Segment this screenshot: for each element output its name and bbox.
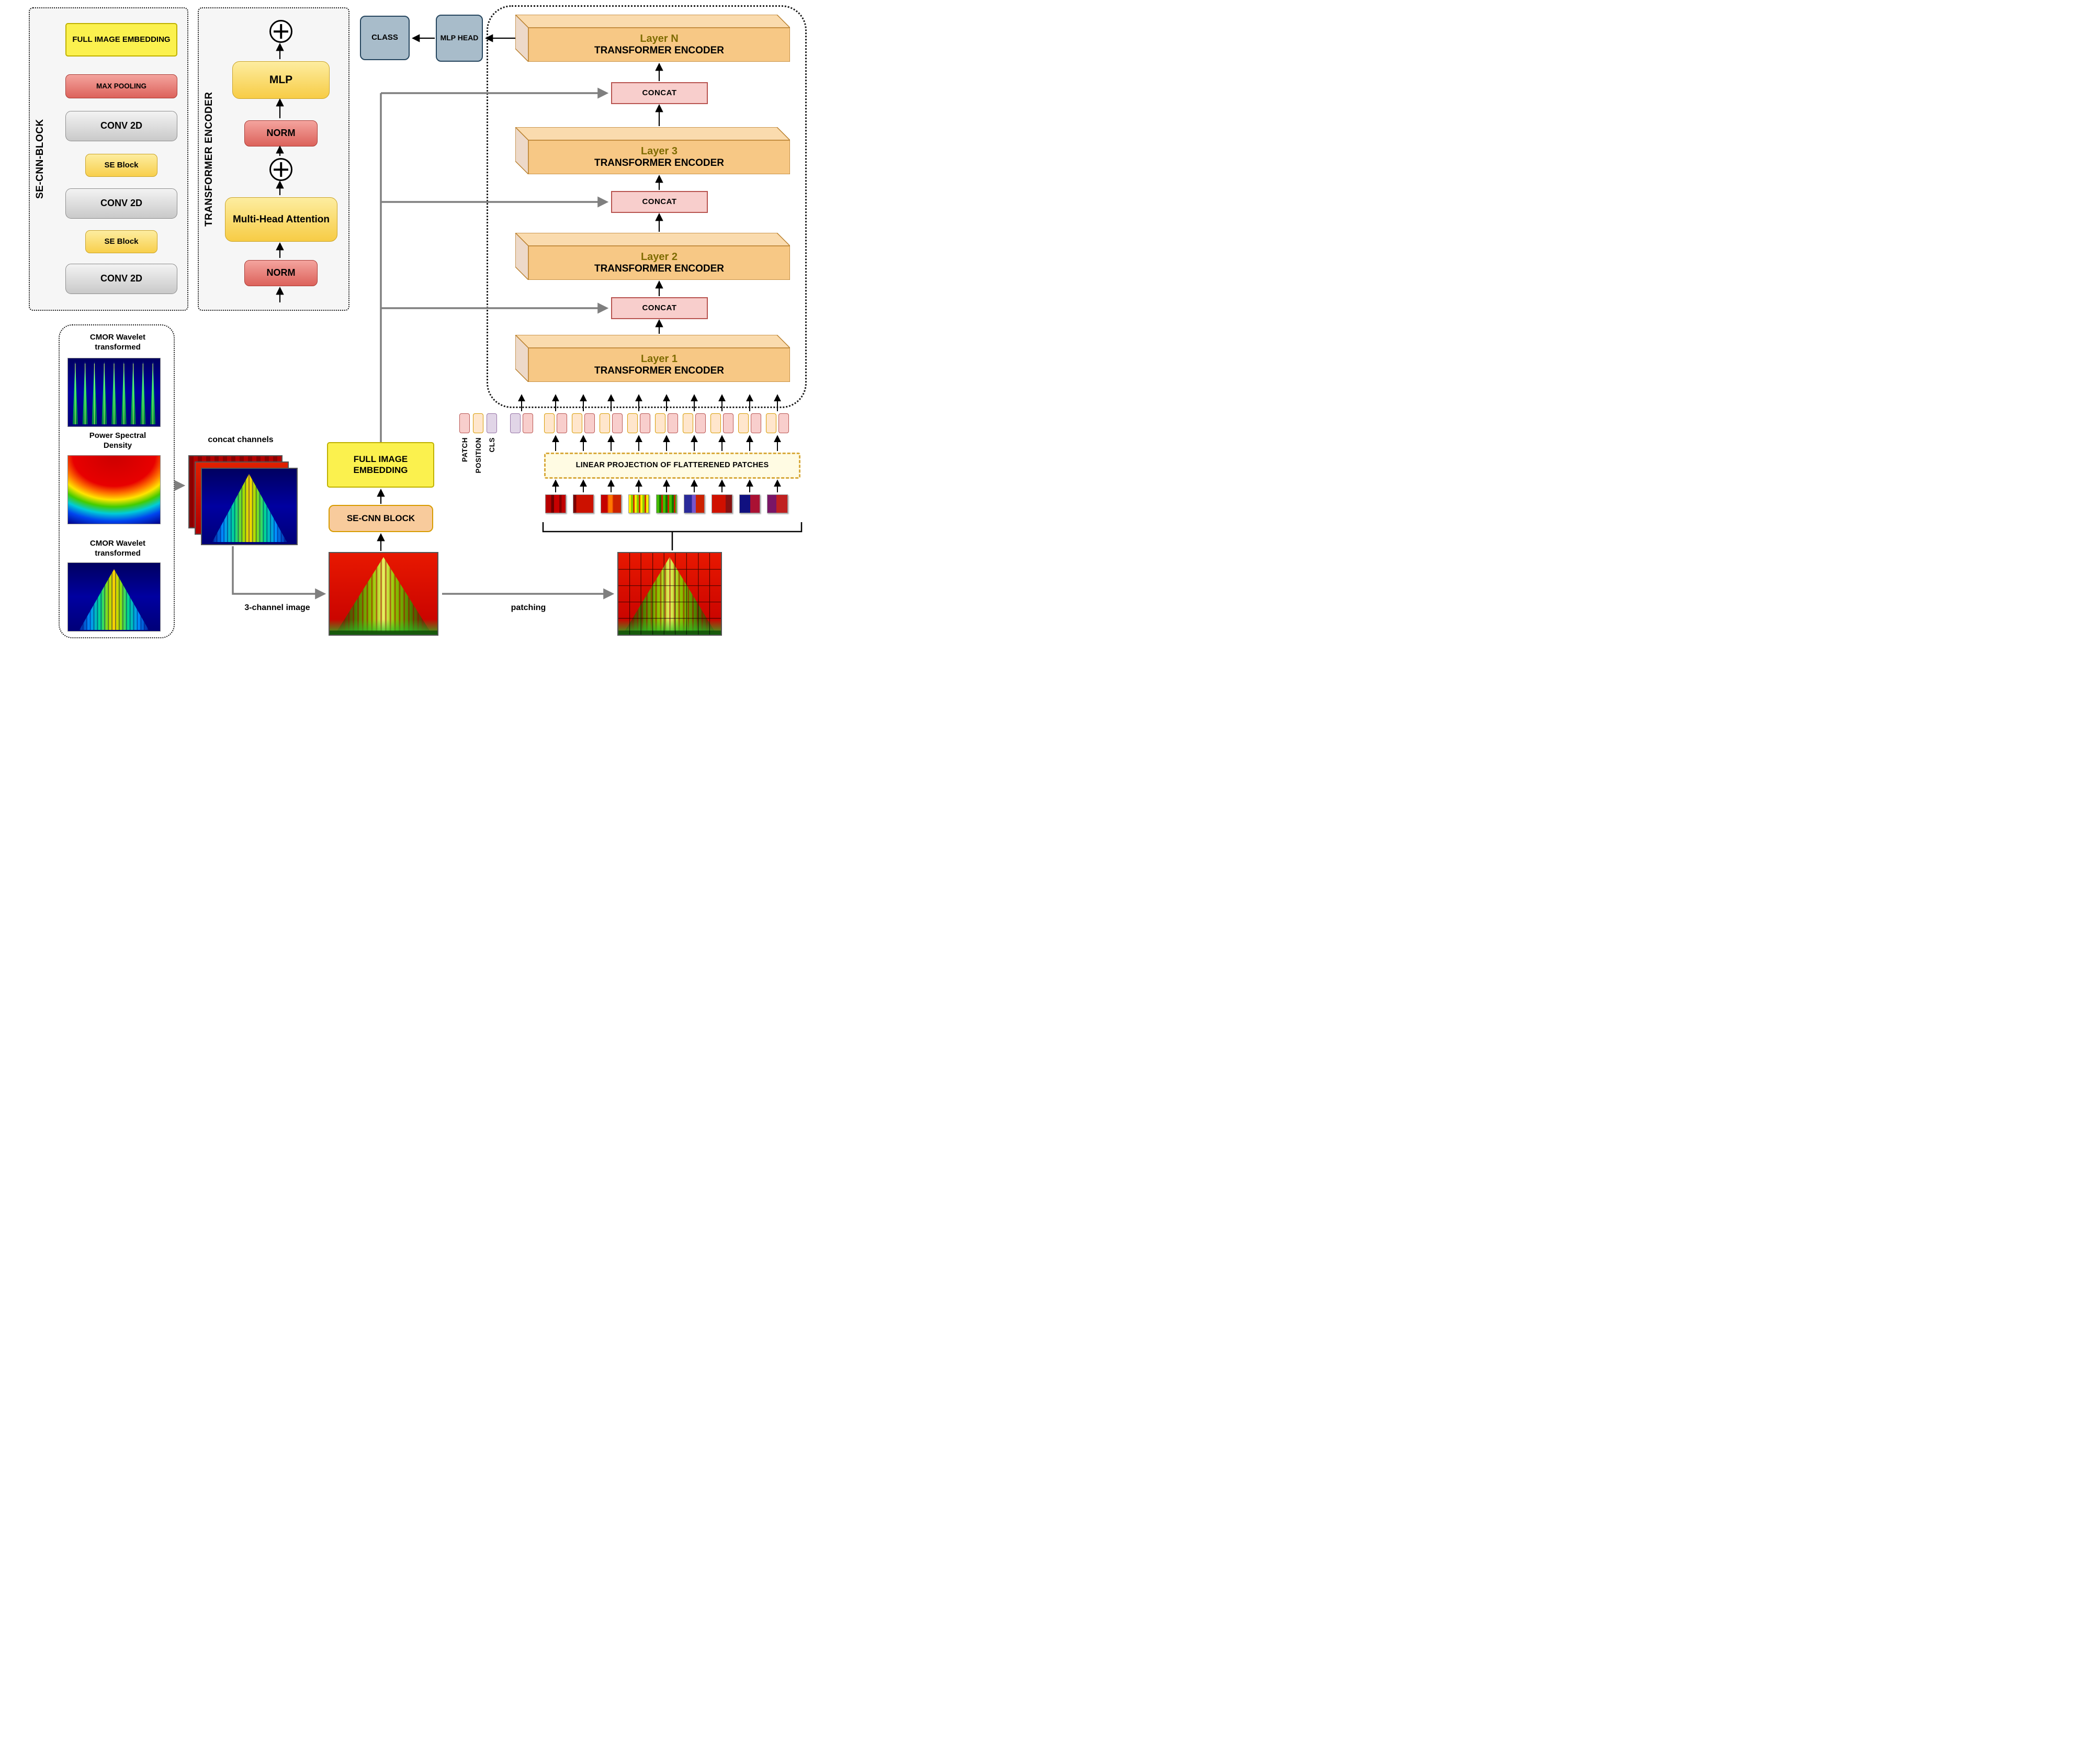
position-token xyxy=(738,413,749,433)
legend-norm-top: NORM xyxy=(244,120,318,146)
transformer-layer-2: Layer 2 TRANSFORMER ENCODER xyxy=(515,233,790,280)
cwt-top-image xyxy=(67,358,161,427)
concat-box-1: CONCAT xyxy=(611,82,708,104)
legend-conv2d-3: CONV 2D xyxy=(65,264,177,294)
layer-n-name: Layer N xyxy=(640,33,679,45)
input-images-panel: CMOR Wavelet transformed xyxy=(59,324,175,638)
patch-token xyxy=(723,413,733,433)
psd-image xyxy=(67,455,161,524)
layer-3-type: TRANSFORMER ENCODER xyxy=(594,157,725,169)
linear-projection-box: LINEAR PROJECTION OF FLATTERENED PATCHES xyxy=(544,453,800,479)
patch-thumbnail-7 xyxy=(712,494,732,513)
se-cnn-legend-panel: SE-CNN-BLOCK FULL IMAGE EMBEDDING MAX PO… xyxy=(29,7,188,311)
patch-token xyxy=(751,413,761,433)
architecture-diagram: SE-CNN-BLOCK FULL IMAGE EMBEDDING MAX PO… xyxy=(0,0,812,682)
legend-conv2d-1: CONV 2D xyxy=(65,111,177,141)
patch-token xyxy=(557,413,567,433)
layer-1-name: Layer 1 xyxy=(640,353,678,365)
full-image-embedding-box: FULL IMAGE EMBEDDING xyxy=(327,442,434,488)
position-legend-label: POSITION xyxy=(475,437,482,473)
legend-mlp: MLP xyxy=(232,61,330,99)
position-token xyxy=(683,413,693,433)
add-icon-top xyxy=(269,20,292,43)
patch-token xyxy=(612,413,623,433)
transformer-layer-1: Layer 1 TRANSFORMER ENCODER xyxy=(515,335,790,382)
legend-full-image-embedding: FULL IMAGE EMBEDDING xyxy=(65,23,177,57)
layer-n-type: TRANSFORMER ENCODER xyxy=(594,45,725,57)
psd-title: Power Spectral Density xyxy=(89,431,146,450)
patch-legend-label: PATCH xyxy=(461,437,469,462)
position-token xyxy=(710,413,721,433)
position-token xyxy=(766,413,776,433)
legend-max-pooling: MAX POOLING xyxy=(65,74,177,98)
legend-norm-bottom: NORM xyxy=(244,260,318,286)
transformer-layer-n: Layer N TRANSFORMER ENCODER xyxy=(515,15,790,62)
patch-token xyxy=(695,413,706,433)
legend-se-block-2: SE Block xyxy=(85,230,157,253)
add-icon-middle xyxy=(269,158,292,181)
patch-token xyxy=(778,413,789,433)
position-token xyxy=(627,413,638,433)
transformer-layer-3: Layer 3 TRANSFORMER ENCODER xyxy=(515,127,790,174)
se-cnn-block-box: SE-CNN BLOCK xyxy=(329,505,433,532)
three-channel-image-label: 3-channel image xyxy=(244,603,310,612)
legend-se-block-1: SE Block xyxy=(85,154,157,177)
layer-3-name: Layer 3 xyxy=(640,145,678,157)
patch-token xyxy=(640,413,650,433)
position-token xyxy=(572,413,582,433)
position-token xyxy=(655,413,665,433)
layer-2-name: Layer 2 xyxy=(640,251,678,263)
patch-thumbnail-1 xyxy=(545,494,566,513)
patch-thumbnail-6 xyxy=(684,494,705,513)
patch-thumbnail-9 xyxy=(767,494,788,513)
transformer-encoder-vertical-label: TRANSFORMER ENCODER xyxy=(204,92,214,227)
class-box: CLASS xyxy=(360,16,410,60)
legend-cls-token xyxy=(487,413,497,433)
legend-patch-token xyxy=(459,413,470,433)
patch-thumbnail-4 xyxy=(628,494,649,513)
patch-thumbnail-8 xyxy=(739,494,760,513)
patch-grid xyxy=(618,553,721,635)
patch-bracket xyxy=(542,522,803,550)
patch-token xyxy=(584,413,595,433)
layer-1-type: TRANSFORMER ENCODER xyxy=(594,365,725,377)
legend-position-token xyxy=(473,413,483,433)
patch-thumbnail-2 xyxy=(573,494,594,513)
concat-box-2: CONCAT xyxy=(611,191,708,213)
legend-multi-head-attention: Multi-Head Attention xyxy=(225,197,337,242)
cwt-top-title: CMOR Wavelet transformed xyxy=(89,333,146,352)
transformer-encoder-legend-panel: TRANSFORMER ENCODER MLP NORM Multi-Head … xyxy=(198,7,349,311)
position-token xyxy=(600,413,610,433)
channel-image-front xyxy=(201,468,298,545)
se-cnn-block-vertical-label: SE-CNN-BLOCK xyxy=(35,119,46,199)
cls-patch-token xyxy=(523,413,533,433)
layer-2-type: TRANSFORMER ENCODER xyxy=(594,263,725,275)
position-token xyxy=(544,413,555,433)
cwt-bottom-image xyxy=(67,562,161,632)
patching-label: patching xyxy=(511,603,546,612)
legend-conv2d-2: CONV 2D xyxy=(65,188,177,219)
cls-legend-label: CLS xyxy=(488,437,496,453)
cwt-bottom-title: CMOR Wavelet transformed xyxy=(89,539,146,558)
cls-token xyxy=(510,413,521,433)
patch-token xyxy=(668,413,678,433)
patch-thumbnail-3 xyxy=(601,494,622,513)
patch-thumbnail-5 xyxy=(656,494,677,513)
patched-image xyxy=(617,552,722,636)
concat-channels-label: concat channels xyxy=(208,435,274,444)
three-channel-image xyxy=(329,552,438,636)
concat-box-3: CONCAT xyxy=(611,297,708,319)
mlp-head-box: MLP HEAD xyxy=(436,15,483,62)
